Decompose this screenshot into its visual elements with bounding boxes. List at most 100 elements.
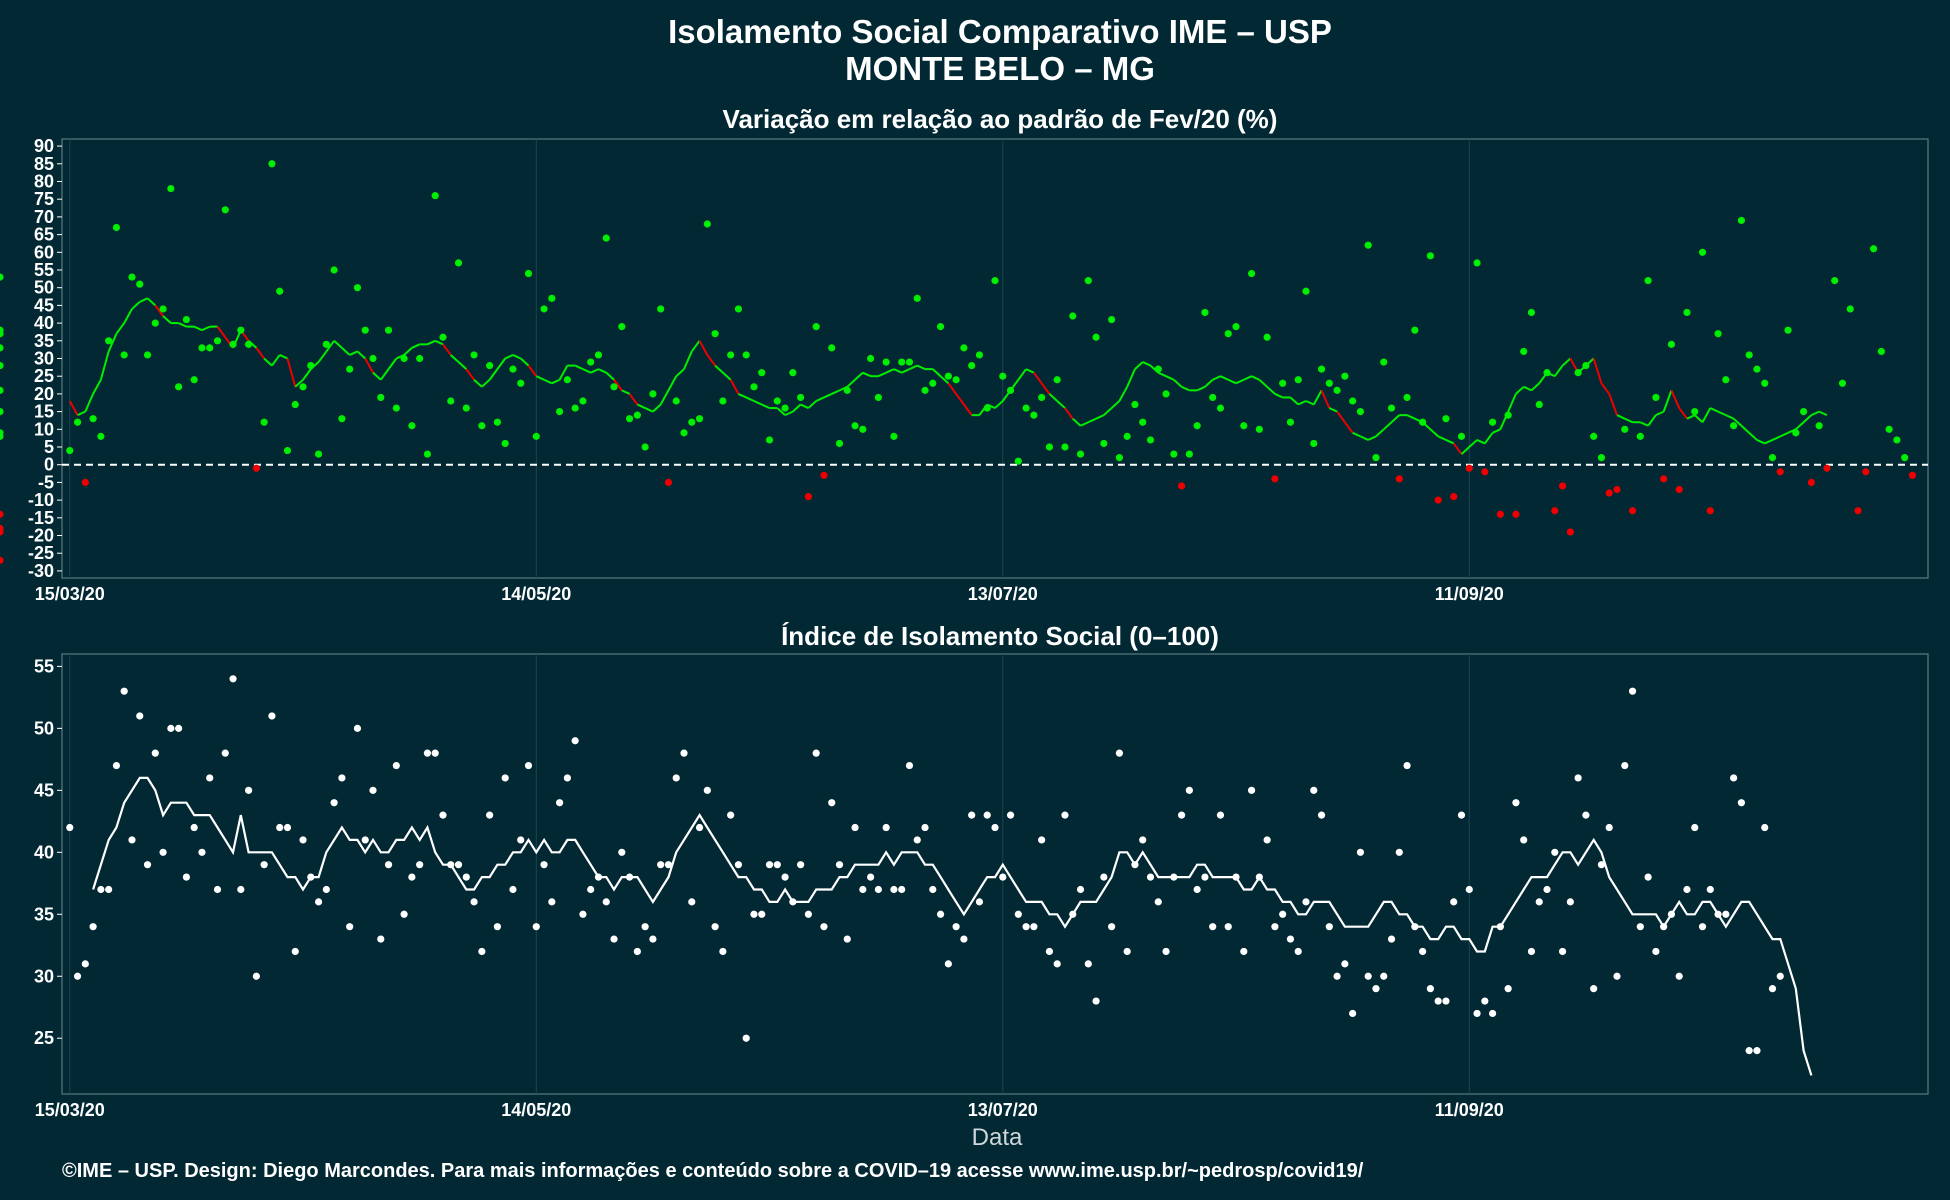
- data-point: [338, 774, 346, 782]
- data-point: [1504, 411, 1512, 419]
- moving-average-segment: [1095, 414, 1105, 420]
- data-point: [159, 305, 167, 313]
- moving-average-segment: [317, 350, 328, 363]
- data-point: [1185, 786, 1193, 794]
- data-point: [1566, 528, 1574, 536]
- data-point: [291, 400, 299, 409]
- data-point: [416, 354, 424, 363]
- moving-average-segment: [427, 339, 436, 346]
- data-point: [1341, 372, 1349, 380]
- data-point: [1411, 326, 1419, 334]
- data-point: [1286, 418, 1295, 426]
- y-tick-label: 80: [34, 171, 54, 191]
- data-point: [1310, 439, 1318, 448]
- moving-average-segment: [598, 368, 607, 374]
- data-point: [1465, 464, 1473, 472]
- data-point: [804, 910, 813, 918]
- y-tick-label: 10: [34, 419, 54, 439]
- moving-average-segment: [939, 375, 950, 385]
- data-point: [1403, 393, 1411, 402]
- data-point: [369, 786, 377, 794]
- data-point: [952, 923, 960, 931]
- data-point: [898, 358, 906, 366]
- data-point: [1621, 761, 1629, 770]
- moving-average-segment: [216, 326, 227, 338]
- data-point: [727, 811, 735, 819]
- y-tick-label: 45: [34, 295, 54, 315]
- data-point: [548, 294, 556, 302]
- data-point: [1574, 774, 1582, 782]
- data-point: [1380, 972, 1388, 980]
- data-point: [1294, 376, 1302, 384]
- data-point: [797, 861, 805, 869]
- moving-average-segment: [271, 354, 281, 367]
- data-point: [1240, 422, 1248, 430]
- data-point: [1527, 308, 1536, 317]
- data-point: [361, 326, 369, 334]
- data-point: [999, 873, 1007, 881]
- data-point: [81, 960, 89, 968]
- moving-average-segment: [1165, 375, 1175, 381]
- data-point: [1489, 418, 1497, 426]
- data-point: [229, 675, 237, 683]
- data-point: [556, 799, 564, 807]
- data-point: [517, 379, 525, 387]
- moving-average-segment: [1118, 386, 1129, 402]
- data-point: [1395, 475, 1403, 483]
- data-point: [1582, 811, 1590, 819]
- moving-average-segment: [1367, 435, 1377, 441]
- data-point: [1753, 365, 1761, 373]
- data-point: [1675, 485, 1683, 494]
- moving-average-segment: [1103, 407, 1113, 416]
- data-point: [1170, 873, 1178, 881]
- y-tick-label: 40: [34, 842, 54, 862]
- moving-average-segment: [1320, 389, 1331, 409]
- moving-average-segment: [193, 325, 203, 332]
- data-point: [1216, 404, 1225, 412]
- data-point: [1084, 277, 1092, 285]
- data-point: [1737, 799, 1745, 807]
- y-tick-label: -25: [28, 543, 54, 563]
- moving-average-segment: [628, 393, 639, 406]
- moving-average-segment: [1390, 414, 1400, 423]
- moving-average-segment: [706, 354, 716, 367]
- data-point: [1846, 305, 1854, 313]
- data-point: [820, 923, 828, 931]
- moving-average-segment: [92, 379, 102, 395]
- moving-average-segment: [885, 368, 895, 374]
- data-point: [1737, 216, 1745, 225]
- moving-average-segment: [1709, 407, 1719, 413]
- data-point: [587, 885, 595, 894]
- data-point: [439, 811, 447, 819]
- moving-average-segment: [1289, 396, 1299, 406]
- data-point: [1069, 910, 1077, 918]
- data-point: [1683, 885, 1691, 894]
- moving-average-segment: [1157, 371, 1167, 378]
- data-point: [478, 422, 486, 430]
- data-point: [1271, 475, 1279, 483]
- data-point: [1356, 848, 1365, 856]
- data-point: [1784, 326, 1792, 334]
- data-point: [828, 799, 836, 807]
- data-point: [1115, 454, 1123, 462]
- data-point: [789, 898, 797, 906]
- y-tick-label: 85: [34, 154, 54, 174]
- data-point: [1489, 1009, 1497, 1018]
- data-point: [89, 923, 97, 931]
- data-point: [105, 337, 113, 345]
- data-point: [657, 861, 665, 869]
- moving-average-segment: [800, 403, 809, 409]
- data-point: [1761, 823, 1769, 832]
- data-point: [416, 861, 424, 869]
- data-point: [66, 446, 74, 455]
- data-point: [1162, 390, 1170, 398]
- data-point: [867, 354, 875, 363]
- data-point: [1442, 997, 1450, 1005]
- data-point: [742, 1034, 750, 1042]
- data-point: [1224, 330, 1232, 338]
- data-point: [905, 358, 914, 366]
- data-point: [1877, 347, 1885, 356]
- data-point: [913, 836, 921, 844]
- moving-average-segment: [909, 364, 918, 371]
- data-point: [322, 340, 330, 348]
